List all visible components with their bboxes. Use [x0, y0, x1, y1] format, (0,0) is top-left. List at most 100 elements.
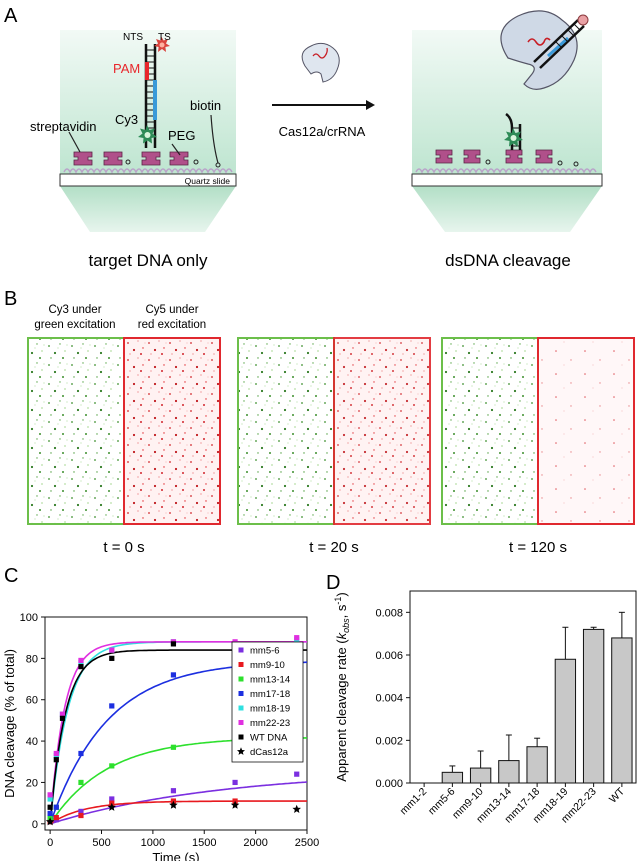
x-tick-label: 500 [92, 837, 110, 849]
y-tick-label: 60 [26, 695, 38, 707]
plot-frame [409, 590, 637, 784]
legend-label: dCas12a [250, 747, 289, 758]
bar [441, 771, 464, 784]
right-quartz-slide [411, 173, 603, 187]
data-point [109, 763, 115, 769]
y-tick-label: 80 [26, 653, 38, 665]
data-point [109, 703, 115, 709]
data-point [170, 744, 177, 750]
legend-marker [238, 676, 244, 682]
data-point [53, 804, 59, 810]
cy5-released-dot [577, 14, 589, 26]
y-tick-label: 100 [20, 612, 38, 624]
bar [498, 760, 520, 784]
y-tick-label: 20 [26, 777, 38, 789]
data-point [53, 814, 59, 821]
bar [554, 658, 577, 784]
biotin-pointer [210, 114, 219, 164]
bar [469, 767, 492, 784]
image-pair-t0: t = 0 s [27, 337, 221, 556]
cy5-image-t0 [123, 337, 221, 525]
streptavidin-tag [463, 149, 481, 164]
streptavidin-tag [535, 149, 553, 164]
legend-label: mm5-6 [250, 646, 280, 657]
y-tick-label: 0 [32, 819, 38, 831]
panel-d: D 0.000 0.002 0.004 0.006 0.008 Apparent clea… [326, 572, 637, 825]
pam-label: PAM [113, 61, 140, 76]
y-tick-label: 0.008 [375, 607, 403, 619]
x-axis-label: Time (s) [152, 850, 199, 861]
x-tick-label: 1500 [192, 837, 216, 849]
y-tick-label: 0.004 [375, 693, 403, 705]
x-tick-label: 1000 [141, 837, 165, 849]
data-point [47, 804, 53, 810]
right-streptavidin-group [435, 149, 553, 164]
panel-c: C 0 500 1000 1500 2000 2500 0 20 40 60 80 100 Time (… [2, 565, 319, 861]
streptavidin-tag [141, 151, 161, 166]
cy5-header-line1: Cy5 under [145, 304, 198, 316]
left-scene: Quartz slide [30, 30, 237, 270]
right-beam-down [412, 186, 602, 232]
left-streptavidin-group [73, 151, 189, 166]
streptavidin-pointer [68, 131, 81, 153]
streptavidin-tag [169, 151, 189, 166]
cy3-star-core [510, 135, 517, 141]
time-label-t120: t = 120 s [509, 539, 567, 556]
fit-curve-mm5-6 [49, 781, 308, 825]
right-scene: dsDNA cleavage [411, 10, 603, 270]
data-point [170, 641, 177, 647]
data-point [170, 672, 177, 678]
cy3-header-line1: Cy3 under [48, 304, 101, 316]
data-point [169, 800, 178, 809]
data-point [78, 808, 84, 814]
data-point [109, 647, 115, 653]
panel-label-b: B [4, 288, 17, 310]
legend-marker [238, 705, 244, 711]
y-tick-label: 0.006 [375, 650, 403, 662]
protospacer-region [153, 80, 157, 120]
legend-label: mm17-18 [250, 689, 290, 700]
cy5-image-t20 [333, 337, 431, 525]
legend-marker [238, 647, 244, 653]
cy5-star-core [159, 42, 165, 48]
cleavage-rate-bar-chart: 0.000 0.002 0.004 0.006 0.008 Apparent cleava… [333, 590, 637, 825]
data-point [47, 796, 53, 802]
legend-label: WT DNA [250, 733, 288, 744]
biotin-dot [485, 159, 491, 165]
left-caption: target DNA only [88, 251, 208, 270]
data-point [47, 792, 53, 798]
streptavidin-tag [73, 151, 93, 166]
data-point [53, 757, 59, 763]
cy5-image-t120 [537, 337, 635, 525]
bar [611, 637, 633, 784]
data-point [59, 711, 66, 717]
peg-pointer [171, 143, 181, 156]
bar [526, 746, 548, 784]
biotin-dot [193, 159, 199, 165]
data-point [294, 635, 300, 641]
enzyme-label: Cas12a/crRNA [279, 124, 366, 139]
right-peg-brushes [415, 168, 597, 174]
image-pair-t120: t = 120 s [441, 337, 635, 556]
nts-label: NTS [123, 32, 143, 43]
biotin-dot [557, 160, 563, 166]
crrna-released-icon [527, 37, 551, 46]
legend-label: mm18-19 [250, 704, 290, 715]
bar [582, 628, 605, 784]
data-point [109, 655, 115, 661]
data-point [230, 800, 240, 809]
pam-region [145, 62, 149, 80]
cy3-label: Cy3 [115, 112, 138, 127]
data-point [47, 810, 53, 817]
time-label-t20: t = 20 s [309, 539, 359, 556]
fit-curve-mm9-10 [49, 800, 307, 825]
quartz-slide-label: Quartz slide [185, 176, 231, 186]
streptavidin-label: streptavidin [30, 119, 96, 134]
cy3-image-t120 [441, 337, 539, 525]
panel-label-c: C [4, 565, 18, 587]
image-pair-t20: t = 20 s [237, 337, 431, 556]
time-label-t0: t = 0 s [103, 539, 144, 556]
cas12a-small-icon [301, 42, 340, 83]
y-tick-label: 0.002 [375, 735, 403, 747]
legend-marker [238, 691, 244, 696]
